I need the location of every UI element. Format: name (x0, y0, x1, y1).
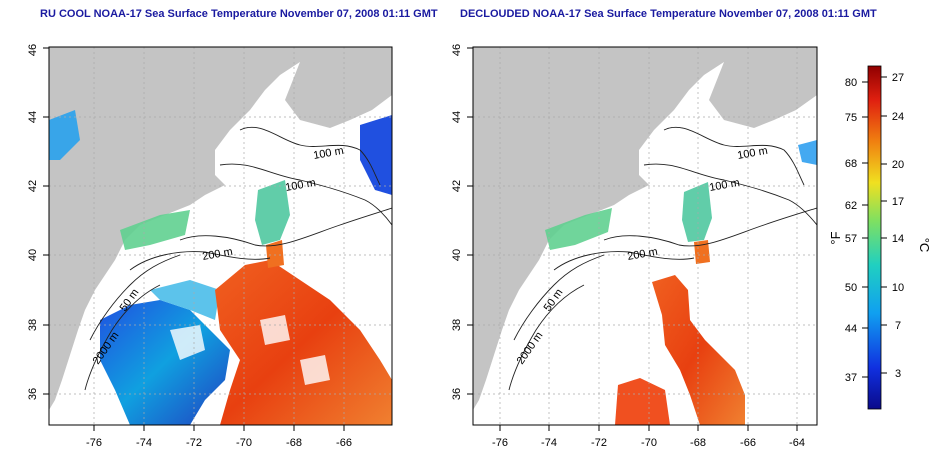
left-map: 100 m 100 m 200 m 50 m 2000 m -76 -74 -7… (27, 44, 393, 449)
sst-patch-warm (215, 260, 392, 425)
fahrenheit-tick-label: 75 (845, 112, 857, 124)
contour-label: 2000 m (515, 330, 546, 367)
celsius-axis-label: °C (917, 238, 932, 253)
celsius-tick-label: 27 (892, 72, 904, 84)
sst-patch-blue-ne (798, 140, 817, 165)
sst-patch-green (120, 210, 190, 250)
fahrenheit-tick-label: 57 (845, 233, 857, 245)
x-tick-label: -72 (186, 437, 202, 449)
x-tick-label: -64 (789, 437, 805, 449)
bathymetry-contours (84, 126, 392, 391)
fahrenheit-tick-label: 62 (845, 200, 857, 212)
sst-patch-green (545, 208, 612, 250)
x-tick-label: -72 (591, 437, 607, 449)
x-tick-label: -76 (86, 437, 102, 449)
colorbar-gradient (867, 65, 882, 410)
cloud-gap (170, 315, 330, 385)
grid-lines (49, 47, 392, 425)
contour-label: 100 m (708, 177, 740, 194)
fahrenheit-axis-label: °F (828, 231, 843, 244)
land-mass-east (709, 47, 817, 128)
fahrenheit-tick-label: 68 (845, 158, 857, 170)
x-tick-label: -74 (136, 437, 152, 449)
y-tick-label: 38 (451, 319, 463, 331)
y-tick-label: 40 (451, 249, 463, 261)
contour-label: 200 m (201, 246, 233, 263)
sst-patch-green-2 (682, 182, 712, 242)
fahrenheit-tick-label: 80 (845, 77, 857, 89)
sst-patch-blue-w (49, 110, 80, 160)
fahrenheit-tick-label: 44 (845, 323, 857, 335)
land-mass-east (285, 47, 392, 128)
x-tick-label: -74 (541, 437, 557, 449)
y-tick-label: 42 (27, 180, 39, 192)
celsius-tick-label: 7 (895, 320, 901, 332)
y-tick-label: 40 (27, 249, 39, 261)
y-tick-label: 46 (451, 44, 463, 56)
y-tick-label: 36 (451, 388, 463, 400)
celsius-tick-label: 10 (892, 282, 904, 294)
contour-label: 100 m (736, 145, 768, 162)
sst-patch-warm-3 (615, 378, 670, 425)
x-tick-label: -76 (492, 437, 508, 449)
sst-patch-green-2 (255, 180, 290, 245)
bathymetry-contours (508, 126, 817, 391)
x-tick-label: -70 (236, 437, 252, 449)
sst-patch-warm (652, 275, 745, 425)
x-tick-label: -66 (336, 437, 352, 449)
y-tick-label: 36 (27, 388, 39, 400)
x-tick-label: -70 (641, 437, 657, 449)
left-x-axis (93, 425, 345, 431)
land-mass (49, 47, 392, 410)
fahrenheit-tick-marks (862, 81, 868, 378)
left-y-axis (43, 47, 49, 395)
y-tick-label: 42 (451, 180, 463, 192)
contour-label: 100 m (312, 145, 344, 162)
left-map-frame (48, 46, 393, 426)
celsius-tick-label: 3 (895, 368, 901, 380)
x-tick-label: -68 (286, 437, 302, 449)
celsius-tick-label: 17 (892, 196, 904, 208)
y-tick-label: 44 (451, 111, 463, 123)
x-tick-label: -68 (690, 437, 706, 449)
left-map-title: RU COOL NOAA-17 Sea Surface Temperature … (40, 8, 438, 20)
y-tick-label: 44 (27, 111, 39, 123)
right-map-frame (472, 46, 818, 426)
sst-patch-mixed (150, 280, 220, 320)
sst-patch-warm-2 (266, 240, 284, 268)
celsius-tick-label: 24 (892, 111, 904, 123)
celsius-tick-label: 20 (892, 159, 904, 171)
right-y-axis (467, 47, 473, 395)
y-tick-label: 38 (27, 319, 39, 331)
right-x-axis (499, 425, 798, 431)
sst-patch-blue-ne (360, 115, 392, 195)
land-mass (473, 47, 817, 410)
y-tick-label: 46 (27, 44, 39, 56)
celsius-tick-marks (881, 76, 887, 374)
x-tick-label: -66 (740, 437, 756, 449)
right-map: 100 m 100 m 200 m 50 m 2000 m -76 -74 -7… (451, 44, 818, 449)
fahrenheit-tick-label: 50 (845, 282, 857, 294)
right-map-title: DECLOUDED NOAA-17 Sea Surface Temperatur… (460, 8, 877, 20)
celsius-tick-label: 14 (892, 233, 904, 245)
colorbar: 80 75 68 62 57 50 44 37 °F 27 24 20 17 1… (828, 65, 932, 410)
fahrenheit-tick-label: 37 (845, 372, 857, 384)
contour-label: 100 m (284, 177, 316, 194)
contour-label: 200 m (626, 246, 658, 263)
